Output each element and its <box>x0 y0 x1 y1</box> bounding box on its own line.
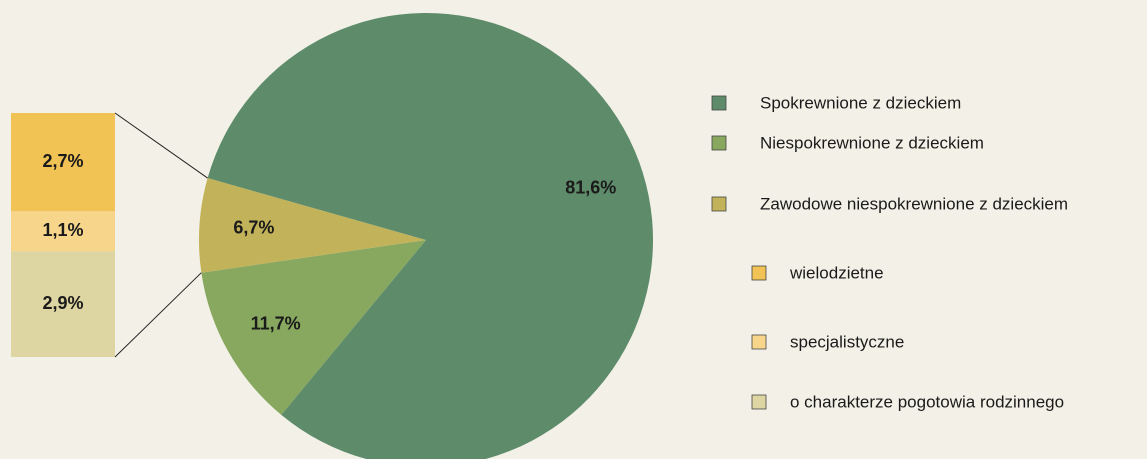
data-label: 6,7% <box>233 217 274 237</box>
data-label: 2,9% <box>42 293 83 313</box>
data-label: 1,1% <box>42 220 83 240</box>
legend-label: o charakterze pogotowia rodzinnego <box>790 392 1064 411</box>
legend-label: wielodzietne <box>789 263 884 282</box>
legend-swatch <box>711 196 727 212</box>
pie-slice <box>199 178 426 273</box>
legend-swatch <box>751 334 767 350</box>
data-label: 11,7% <box>251 313 301 333</box>
legend-swatch <box>751 394 767 410</box>
legend-swatch <box>751 265 767 281</box>
data-label: 2,7% <box>42 151 83 171</box>
connector-line <box>114 112 208 179</box>
bar-segment <box>11 211 115 252</box>
legend-swatch <box>711 95 727 111</box>
data-label: 81,6% <box>565 178 616 198</box>
pie-slice <box>207 13 654 459</box>
pie-slice <box>201 240 426 415</box>
legend-swatch <box>711 135 727 151</box>
legend-label: Spokrewnione z dzieckiem <box>760 93 961 112</box>
legend-label: specjalistyczne <box>790 332 904 351</box>
bar-segment <box>11 113 115 212</box>
bar-segment <box>11 251 115 357</box>
connector-line <box>114 272 202 358</box>
legend-label: Niespokrewnione z dzieckiem <box>760 133 984 152</box>
legend-label: Zawodowe niespokrewnione z dzieckiem <box>760 194 1068 213</box>
